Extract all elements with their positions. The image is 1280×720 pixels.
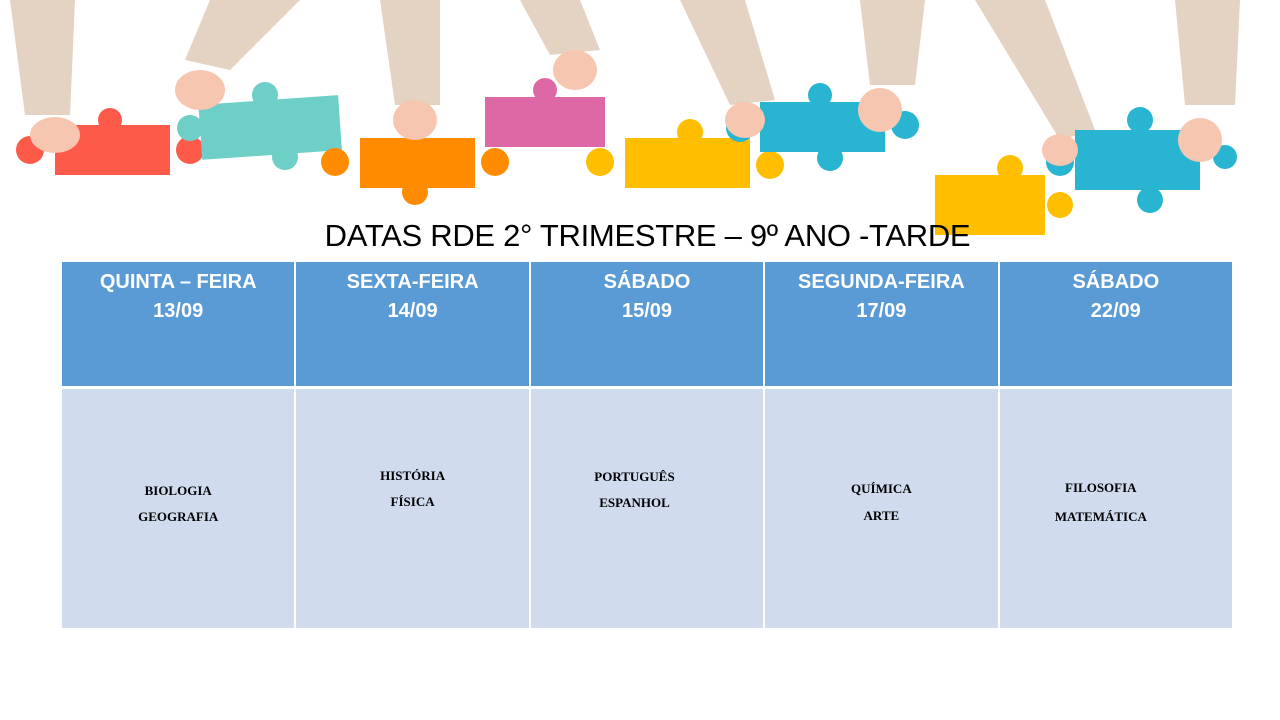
schedule-table: QUINTA – FEIRA 13/09 SEXTA-FEIRA 14/09 SÁB… bbox=[62, 262, 1232, 628]
date-label: 13/09 bbox=[153, 300, 204, 322]
column-header: SEGUNDA-FEIRA 17/09 bbox=[765, 262, 998, 386]
page-title: DATAS RDE 2° TRIMESTRE – 9º ANO -TARDE bbox=[324, 218, 971, 253]
subject: QUÍMICA bbox=[851, 481, 912, 496]
day-label: SÁBADO bbox=[603, 271, 691, 293]
date-label: 22/09 bbox=[1090, 300, 1141, 322]
subject: HISTÓRIA bbox=[380, 468, 446, 483]
column-header: SEXTA-FEIRA 14/09 bbox=[296, 262, 529, 386]
date-label: 14/09 bbox=[387, 300, 438, 322]
day-label: SÁBADO bbox=[1072, 271, 1160, 293]
subject: ARTE bbox=[863, 508, 900, 523]
puzzle-piece-teal bbox=[177, 82, 342, 170]
column-header: SÁBADO 15/09 bbox=[530, 262, 764, 386]
day-label: SEGUNDA-FEIRA bbox=[798, 271, 965, 293]
subjects-cell: BIOLOGIA GEOGRAFIA bbox=[62, 389, 295, 628]
subject: GEOGRAFIA bbox=[138, 509, 219, 524]
subject: FÍSICA bbox=[390, 494, 435, 509]
day-label: SEXTA-FEIRA bbox=[346, 271, 479, 293]
subjects-cell: PORTUGUÊS ESPANHOL bbox=[530, 389, 764, 628]
puzzle-piece-orange bbox=[321, 138, 509, 205]
subjects-cell: QUÍMICA ARTE bbox=[765, 389, 998, 628]
puzzle-hands-banner bbox=[10, 0, 1240, 235]
column-header: SÁBADO 22/09 bbox=[999, 262, 1232, 386]
subject: ESPANHOL bbox=[599, 495, 670, 510]
date-label: 15/09 bbox=[621, 300, 673, 322]
subject: PORTUGUÊS bbox=[594, 469, 675, 484]
subject: FILOSOFIA bbox=[1065, 480, 1137, 495]
puzzle-piece-blue bbox=[726, 83, 919, 171]
day-label: QUINTA – FEIRA bbox=[99, 271, 257, 293]
puzzle-piece-yellow-2 bbox=[935, 155, 1073, 235]
puzzle-piece-yellow bbox=[586, 119, 784, 188]
column-header: QUINTA – FEIRA 13/09 bbox=[62, 262, 295, 386]
subject: MATEMÁTICA bbox=[1054, 509, 1147, 524]
puzzle-piece-pink bbox=[485, 78, 605, 147]
date-label: 17/09 bbox=[856, 300, 907, 322]
puzzle-piece-red bbox=[16, 108, 204, 175]
subject: BIOLOGIA bbox=[144, 483, 212, 498]
subjects-cell: FILOSOFIA MATEMÁTICA bbox=[999, 389, 1232, 628]
subjects-cell: HISTÓRIA FÍSICA bbox=[296, 389, 529, 628]
